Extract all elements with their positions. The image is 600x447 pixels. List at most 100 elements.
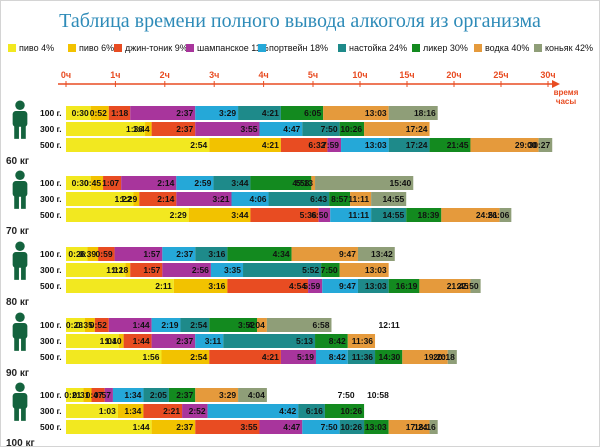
data-label: 1:03 bbox=[99, 406, 116, 416]
data-label: 2:14 bbox=[157, 194, 174, 204]
data-label: 1:22 bbox=[114, 194, 131, 204]
bar-segment bbox=[143, 388, 169, 402]
bar-segment bbox=[151, 122, 196, 136]
bar-segment bbox=[231, 192, 269, 206]
data-label: 0:26 bbox=[68, 249, 85, 259]
person-icon bbox=[21, 337, 26, 351]
data-label: 4:06 bbox=[250, 194, 267, 204]
data-label: 2:11 bbox=[155, 281, 172, 291]
legend-item: коньяк 42% bbox=[534, 43, 593, 55]
data-label: 3:29 bbox=[219, 390, 236, 400]
bar-segment bbox=[195, 247, 228, 261]
bar-segment bbox=[91, 388, 105, 402]
axis-tick-label: 20ч bbox=[446, 70, 461, 80]
data-label: 1:44 bbox=[133, 320, 150, 330]
data-label: 7:50 bbox=[321, 265, 338, 275]
data-label: 8:57 bbox=[331, 194, 348, 204]
data-label: 29:00 bbox=[515, 140, 537, 150]
data-label: 6:58 bbox=[312, 320, 329, 330]
person-icon bbox=[21, 195, 26, 209]
bar-segment bbox=[318, 208, 331, 222]
bar-segment bbox=[83, 388, 92, 402]
bar-segment bbox=[66, 176, 91, 190]
data-label: 13:03 bbox=[365, 281, 387, 291]
data-label: 20:18 bbox=[433, 352, 455, 362]
data-label: 1:10 bbox=[105, 336, 122, 346]
bar-segment bbox=[302, 420, 340, 434]
bar-segment bbox=[324, 404, 365, 418]
bar-segment bbox=[259, 122, 303, 136]
bar-segment bbox=[87, 247, 99, 261]
axis-label: время bbox=[554, 88, 579, 97]
data-label: 17:24 bbox=[406, 422, 428, 432]
dose-label: 500 г. bbox=[40, 352, 62, 362]
data-label: 7:50 bbox=[321, 124, 338, 134]
bar-segment bbox=[364, 420, 389, 434]
legend-swatch bbox=[186, 44, 194, 52]
bar-segment bbox=[104, 388, 113, 402]
data-label: 7:50 bbox=[321, 422, 338, 432]
bar-segment bbox=[238, 388, 267, 402]
bar-segment bbox=[66, 318, 85, 332]
data-label: 4:47 bbox=[283, 422, 300, 432]
bar-segment bbox=[209, 318, 258, 332]
data-label: 2:21 bbox=[163, 406, 180, 416]
bar-segment bbox=[117, 404, 144, 418]
dose-label: 100 г. bbox=[40, 249, 62, 259]
bar-segment bbox=[66, 106, 91, 120]
bar-segment bbox=[243, 263, 322, 277]
bar-segment bbox=[315, 176, 414, 190]
bar-segment bbox=[322, 279, 358, 293]
data-label: 5:52 bbox=[302, 265, 319, 275]
data-label: 6:05 bbox=[304, 108, 321, 118]
legend-label: коньяк 42% bbox=[545, 43, 594, 53]
person-icon bbox=[21, 266, 26, 280]
legend-label: портвейн 18% bbox=[269, 43, 329, 53]
bar-segment bbox=[406, 208, 442, 222]
bar-segment bbox=[188, 208, 251, 222]
dose-label: 300 г. bbox=[40, 194, 62, 204]
data-label: 2:37 bbox=[176, 249, 193, 259]
data-label: 14:55 bbox=[382, 210, 404, 220]
data-label: 7:50 bbox=[338, 390, 355, 400]
bar-segment bbox=[66, 208, 189, 222]
weight-label: 80 кг bbox=[6, 297, 29, 308]
data-label: 1:18 bbox=[111, 108, 128, 118]
legend-item: настойка 24% bbox=[338, 43, 407, 55]
bar-segment bbox=[388, 106, 438, 120]
bar-segment bbox=[347, 334, 376, 348]
bar-segment bbox=[250, 208, 319, 222]
data-label: 8:42 bbox=[329, 336, 346, 346]
data-label: 3:29 bbox=[219, 108, 236, 118]
data-label: 3:11 bbox=[205, 336, 222, 346]
bar-segment bbox=[182, 404, 208, 418]
bar-segment bbox=[195, 106, 239, 120]
data-label: 4:54 bbox=[289, 281, 306, 291]
data-label: 2:54 bbox=[190, 320, 207, 330]
data-label: 0:59 bbox=[96, 249, 113, 259]
dose-label: 500 г. bbox=[40, 422, 62, 432]
dose-label: 300 г. bbox=[40, 336, 62, 346]
data-label: 18:39 bbox=[418, 210, 440, 220]
data-label: 1:44 bbox=[133, 124, 150, 134]
data-label: 0:39 bbox=[79, 249, 96, 259]
data-label: 6:50 bbox=[311, 210, 328, 220]
bar-segment bbox=[66, 192, 134, 206]
dose-label: 100 г. bbox=[40, 178, 62, 188]
bar-segment bbox=[371, 208, 407, 222]
data-label: 3:35 bbox=[224, 265, 241, 275]
dose-label: 100 г. bbox=[40, 108, 62, 118]
bar-segment bbox=[347, 350, 376, 364]
data-label: 10:26 bbox=[340, 124, 362, 134]
bar-segment bbox=[259, 420, 303, 434]
person-icon bbox=[15, 312, 25, 322]
legend-swatch bbox=[534, 44, 542, 52]
bar-segment bbox=[257, 318, 267, 332]
bar-segment bbox=[266, 318, 332, 332]
data-label: 11:11 bbox=[348, 210, 369, 220]
bar-segment bbox=[90, 176, 104, 190]
dose-label: 500 г. bbox=[40, 210, 62, 220]
person-icon bbox=[15, 170, 25, 180]
bar-segment bbox=[103, 176, 122, 190]
